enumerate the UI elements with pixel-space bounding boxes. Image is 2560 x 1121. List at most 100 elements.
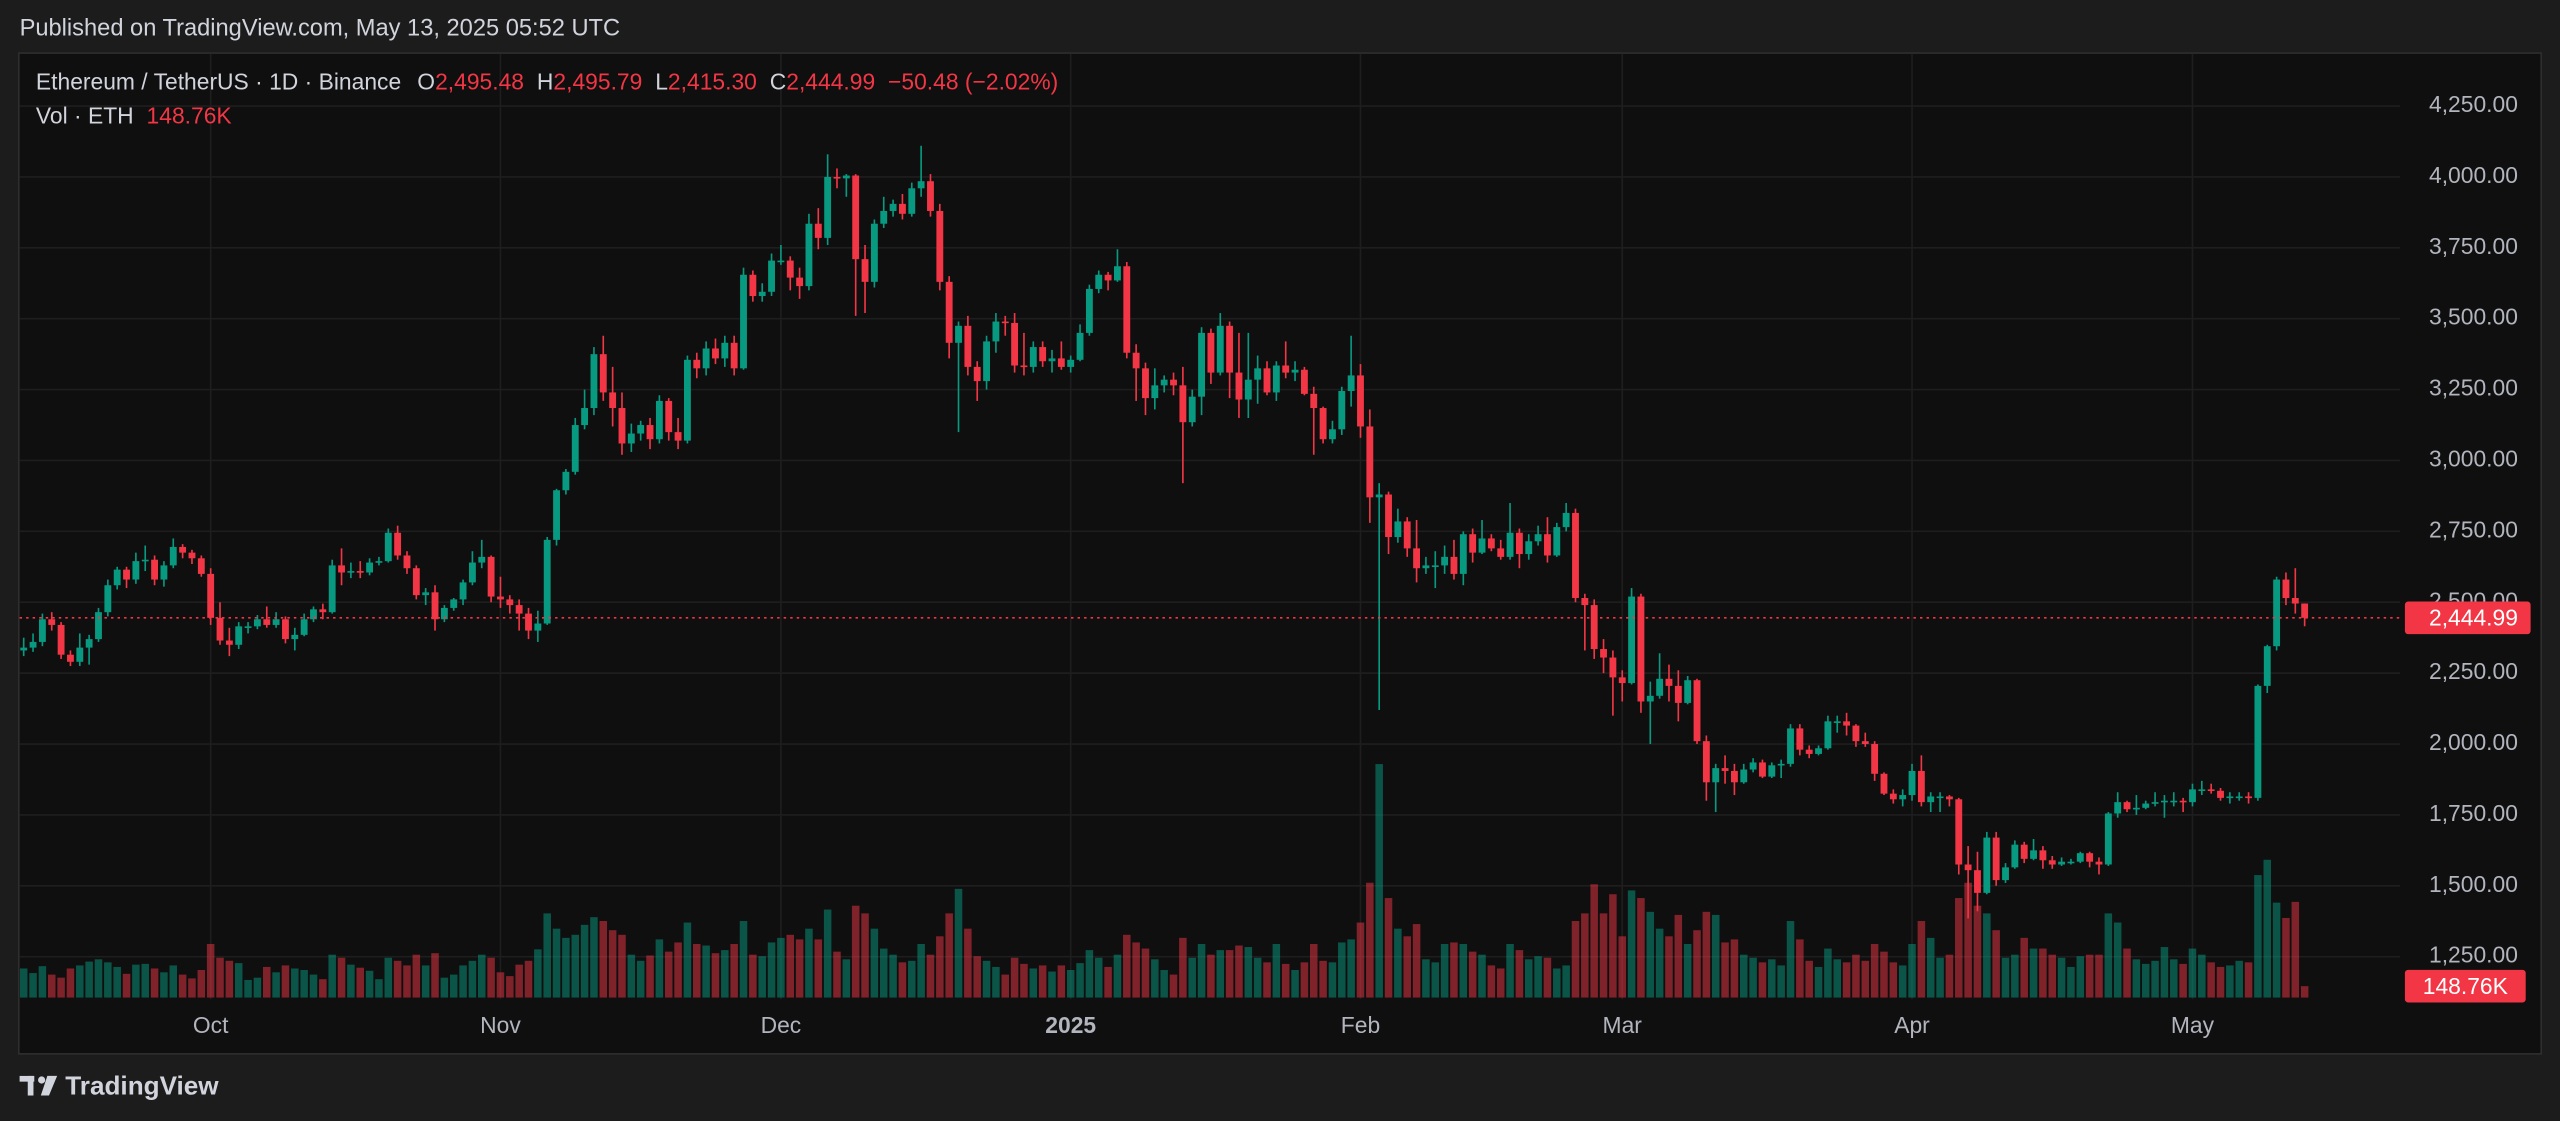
volume-bar (1244, 947, 1253, 998)
volume-bar (1534, 956, 1542, 998)
candle-body (1403, 521, 1411, 549)
candle-body (160, 565, 168, 580)
volume-bar (2011, 954, 2019, 998)
volume-bar (814, 939, 823, 998)
candle-body (964, 325, 972, 367)
volume-bar (580, 924, 589, 998)
volume-bar (1281, 963, 1290, 998)
candle-body (57, 624, 65, 655)
candle-body (1347, 375, 1355, 392)
volume-bar (879, 948, 888, 998)
volume-bar (1524, 959, 1533, 998)
volume-bar (861, 913, 869, 998)
volume-tag-label: 148.76K (2423, 973, 2508, 999)
volume-bar (1459, 943, 1468, 998)
candle-body (637, 425, 645, 434)
candle-body (992, 321, 1000, 342)
candle-body (197, 558, 205, 574)
volume-bar (1805, 960, 1813, 998)
y-tick-label: 4,000.00 (2429, 162, 2518, 188)
candle-body (76, 647, 84, 662)
volume-bar (1637, 898, 1645, 998)
candle-body (908, 188, 916, 214)
candle-body (1572, 512, 1579, 598)
candle-body (1300, 369, 1308, 394)
candles (20, 145, 2309, 919)
candle-body (291, 634, 299, 640)
volume-tag (2404, 969, 2526, 1003)
candle-body (459, 582, 467, 600)
volume-pane (19, 764, 2309, 998)
volume-bar (1627, 890, 1636, 998)
candle-body (2030, 850, 2037, 859)
volume-bar (618, 934, 626, 998)
candle-body (515, 605, 523, 614)
volume-bar (1749, 957, 1757, 998)
volume-bar (1197, 943, 1206, 998)
volume-legend: Vol · ETH 148.76K (36, 103, 232, 129)
candle-body (1020, 365, 1028, 368)
candle-body (2048, 860, 2056, 865)
chart-pane (17, 52, 2543, 1055)
candle-body (1693, 680, 1701, 742)
candle-body (1207, 332, 1215, 373)
candle-body (1674, 685, 1682, 703)
volume-bar (1618, 936, 1626, 998)
volume-bar (1543, 957, 1552, 998)
candle-body (2132, 807, 2140, 810)
volume-bar (300, 970, 308, 998)
last-price-label: 2,444.99 (2429, 605, 2518, 631)
volume-bar (478, 954, 486, 998)
volume-bar (2188, 948, 2197, 998)
candle-body (2226, 796, 2234, 799)
candle-body (113, 569, 121, 586)
candle-body (1170, 379, 1177, 386)
candle-body (2076, 853, 2084, 862)
candle-body (721, 342, 729, 359)
candle-body (1955, 799, 1963, 865)
volume-bar (1412, 924, 1421, 998)
candle-body (609, 392, 617, 409)
volume-bar (1496, 968, 1505, 998)
volume-bar (459, 965, 467, 998)
candle-body (899, 203, 906, 214)
volume-bar (431, 953, 439, 998)
volume-bar (234, 963, 243, 998)
candle-body (1917, 770, 1925, 803)
logo-part (38, 1076, 46, 1084)
candle-body (543, 539, 551, 624)
volume-bar (693, 943, 701, 998)
candle-body (375, 561, 383, 563)
candle-body (263, 619, 271, 625)
candle-body (1646, 695, 1654, 702)
candle-body (1160, 379, 1168, 386)
volume-bar (1992, 930, 2000, 998)
volume-bar (1123, 934, 1131, 998)
volume-bar (786, 934, 795, 998)
brand: TradingView (65, 1070, 219, 1100)
volume-bar (2216, 966, 2225, 998)
candle-body (1880, 773, 1888, 794)
candle-body (1001, 321, 1009, 324)
volume-bar (1515, 950, 1524, 998)
candle-body (38, 619, 46, 642)
candle-body (1974, 870, 1981, 893)
volume-bar (1730, 939, 1739, 998)
volume-bar (2235, 960, 2243, 998)
x-tick-label: Feb (1341, 1012, 1380, 1038)
candle-body (2217, 790, 2224, 798)
candle-body (1656, 678, 1664, 696)
candle-body (814, 223, 822, 238)
volume-bar (1085, 950, 1094, 998)
volume-bar (1020, 963, 1028, 998)
candle-body (1142, 368, 1149, 399)
volume-bar (1852, 954, 1860, 998)
x-tick-label: Dec (761, 1012, 802, 1038)
volume-bar (2226, 965, 2234, 998)
candle-body (422, 592, 430, 596)
candle-body (2151, 802, 2159, 804)
volume-bar (2113, 922, 2122, 998)
candle-body (48, 619, 56, 625)
legend: Ethereum / TetherUS · 1D · Binance O2,49… (36, 68, 1058, 94)
volume-bar (524, 960, 533, 998)
